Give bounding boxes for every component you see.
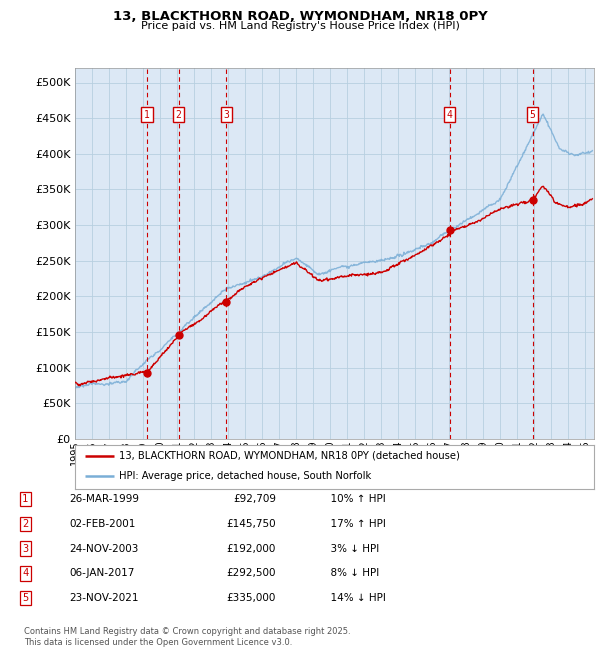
Text: 24-NOV-2003: 24-NOV-2003	[69, 543, 139, 554]
Text: £292,500: £292,500	[227, 568, 276, 578]
Text: 13, BLACKTHORN ROAD, WYMONDHAM, NR18 0PY: 13, BLACKTHORN ROAD, WYMONDHAM, NR18 0PY	[113, 10, 487, 23]
Text: 3: 3	[22, 543, 28, 554]
Text: 13, BLACKTHORN ROAD, WYMONDHAM, NR18 0PY (detached house): 13, BLACKTHORN ROAD, WYMONDHAM, NR18 0PY…	[119, 450, 460, 461]
Text: 3: 3	[224, 110, 229, 120]
Text: 06-JAN-2017: 06-JAN-2017	[69, 568, 134, 578]
Text: 17% ↑ HPI: 17% ↑ HPI	[324, 519, 386, 529]
Text: HPI: Average price, detached house, South Norfolk: HPI: Average price, detached house, Sout…	[119, 471, 371, 482]
Text: 5: 5	[22, 593, 28, 603]
Text: Price paid vs. HM Land Registry's House Price Index (HPI): Price paid vs. HM Land Registry's House …	[140, 21, 460, 31]
Text: £145,750: £145,750	[226, 519, 276, 529]
Text: 14% ↓ HPI: 14% ↓ HPI	[324, 593, 386, 603]
Text: 4: 4	[22, 568, 28, 578]
Text: £192,000: £192,000	[227, 543, 276, 554]
Text: 23-NOV-2021: 23-NOV-2021	[69, 593, 139, 603]
Text: £335,000: £335,000	[227, 593, 276, 603]
Text: Contains HM Land Registry data © Crown copyright and database right 2025.
This d: Contains HM Land Registry data © Crown c…	[24, 627, 350, 647]
Text: 02-FEB-2001: 02-FEB-2001	[69, 519, 136, 529]
Text: £92,709: £92,709	[233, 494, 276, 504]
Text: 5: 5	[530, 110, 536, 120]
Text: 26-MAR-1999: 26-MAR-1999	[69, 494, 139, 504]
Text: 1: 1	[144, 110, 150, 120]
Text: 4: 4	[447, 110, 452, 120]
Text: 2: 2	[22, 519, 28, 529]
Text: 2: 2	[176, 110, 182, 120]
Text: 1: 1	[22, 494, 28, 504]
Text: 3% ↓ HPI: 3% ↓ HPI	[324, 543, 379, 554]
Text: 8% ↓ HPI: 8% ↓ HPI	[324, 568, 379, 578]
Text: 10% ↑ HPI: 10% ↑ HPI	[324, 494, 386, 504]
